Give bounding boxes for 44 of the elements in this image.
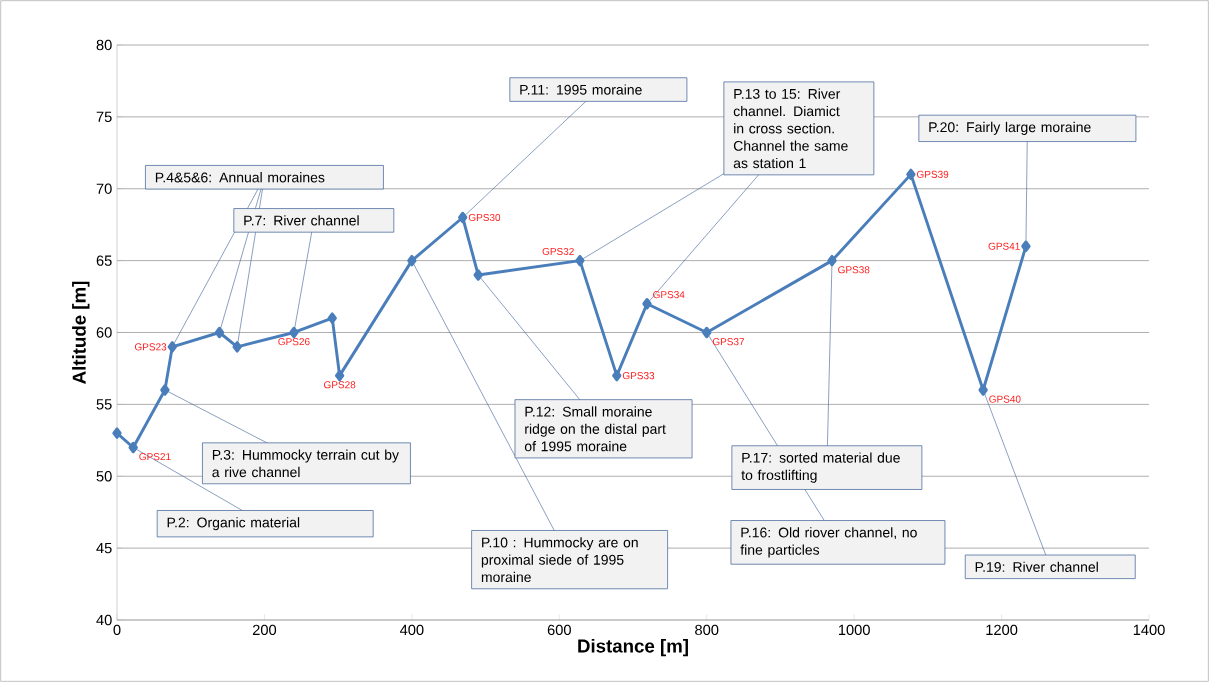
- y-tick-label: 80: [96, 39, 112, 51]
- x-tick-label: 1200: [986, 624, 1018, 636]
- annotation: P.20: Fairly large moraine: [929, 121, 1091, 135]
- annotation: P.13 to 15: River channel. Diamict in cross section. Channel the same as station 1: [733, 88, 848, 169]
- annotation: GPS28: [324, 381, 356, 389]
- y-tick-label: 55: [96, 399, 112, 410]
- y-tick-label: 45: [96, 543, 112, 554]
- y-tick-label: 65: [96, 255, 112, 266]
- annotation: GPS21: [139, 453, 171, 461]
- annotation: GPS33: [622, 372, 655, 380]
- y-axis-title: Altitude [m]: [72, 281, 90, 384]
- x-tick-label: 800: [695, 624, 719, 636]
- annotation: GPS41: [988, 242, 1020, 250]
- annotation: P.4&5&6: Annual moraines: [155, 172, 325, 183]
- annotation: GPS39: [917, 170, 949, 178]
- annotation: P.12: Small moraine ridge on the distal part of 1995 moraine: [524, 406, 666, 452]
- y-tick-label: 50: [96, 471, 112, 482]
- x-tick-label: 1400: [1133, 624, 1165, 636]
- y-tick-label: 60: [96, 327, 112, 338]
- annotation: GPS30: [468, 213, 501, 222]
- annotation: P.17: sorted material due to frostlifting: [741, 452, 900, 483]
- x-tick-label: 200: [252, 624, 277, 636]
- x-tick-label: 0: [113, 624, 121, 636]
- annotation: P.11: 1995 moraine: [520, 84, 642, 95]
- x-tick-label: 400: [399, 624, 424, 636]
- x-tick-label: 600: [547, 624, 571, 636]
- annotation: P.10 : Hummocky are on proximal siede of 1995 moraine: [481, 537, 638, 583]
- annotation: P.19: River channel: [975, 561, 1098, 572]
- annotation: P.2: Organic material: [167, 517, 300, 531]
- x-axis-title: Distance [m]: [578, 638, 688, 657]
- annotation: GPS40: [989, 395, 1021, 403]
- y-tick-label: 40: [96, 614, 112, 626]
- y-tick-label: 70: [96, 183, 112, 194]
- annotation: P.16: Old riover channel, no fine particles: [740, 527, 917, 558]
- annotation: GPS34: [653, 291, 685, 299]
- y-tick-label: 75: [96, 111, 112, 122]
- annotation: P.3: Hummocky terrain cut by a rive channel: [212, 449, 399, 478]
- annotation: GPS23: [134, 343, 167, 351]
- annotation: GPS32: [542, 247, 574, 256]
- x-tick-label: 1000: [838, 624, 870, 636]
- annotation: P.7: River channel: [244, 215, 359, 226]
- annotation: GPS38: [838, 266, 870, 274]
- annotation: GPS37: [712, 338, 745, 346]
- annotation: GPS26: [278, 338, 310, 346]
